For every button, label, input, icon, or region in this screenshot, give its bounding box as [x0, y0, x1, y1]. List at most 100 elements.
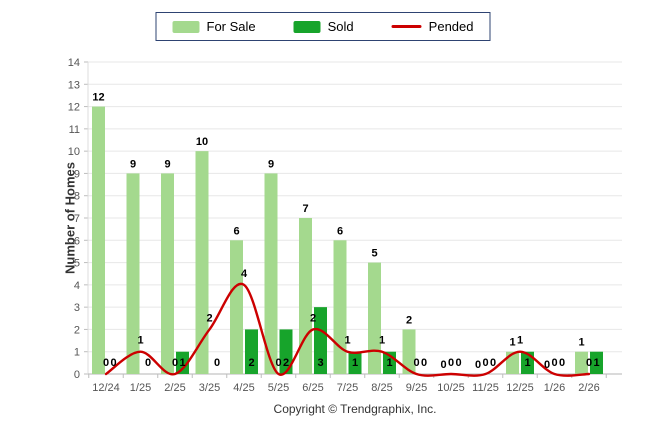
for-sale-value-label: 0	[475, 359, 481, 371]
y-tick-label: 7	[74, 213, 80, 225]
x-tick-label: 10/25	[437, 382, 465, 394]
pended-value-label: 0	[551, 357, 557, 369]
y-tick-label: 9	[74, 168, 80, 180]
for-sale-value-label: 9	[164, 158, 170, 170]
y-tick-label: 12	[68, 102, 80, 114]
sold-value-label: 0	[490, 357, 496, 369]
y-tick-label: 14	[68, 57, 80, 69]
x-tick-label: 6/25	[302, 382, 323, 394]
sold-swatch-icon	[293, 20, 321, 33]
y-tick-label: 5	[74, 258, 80, 270]
x-tick-label: 3/25	[199, 382, 220, 394]
sold-value-label: 2	[283, 357, 289, 369]
sold-value-label: 1	[352, 357, 358, 369]
bar-sold	[348, 351, 362, 374]
legend-label-for-sale: For Sale	[206, 19, 256, 34]
for-sale-value-label: 12	[92, 92, 104, 104]
pended-value-label: 0	[448, 357, 454, 369]
y-tick-label: 8	[74, 191, 80, 203]
x-tick-label: 2/25	[164, 382, 185, 394]
y-tick-label: 1	[74, 347, 80, 359]
sold-value-label: 3	[317, 357, 323, 369]
legend: For Sale Sold Pended	[155, 12, 491, 41]
bar-for-sale	[92, 106, 105, 375]
sold-value-label: 2	[248, 357, 254, 369]
sold-value-label: 0	[110, 357, 116, 369]
bar-for-sale	[126, 173, 140, 374]
legend-item-for-sale: For Sale	[172, 19, 256, 34]
for-sale-value-label: 10	[196, 136, 208, 148]
y-tick-label: 10	[68, 146, 80, 158]
copyright-text: Copyright © Trendgraphix, Inc.	[273, 402, 437, 416]
x-tick-label: 1/25	[130, 382, 151, 394]
sold-value-label: 0	[421, 357, 427, 369]
legend-item-pended: Pended	[391, 19, 474, 34]
pended-value-label: 0	[586, 357, 592, 369]
pended-value-label: 0	[172, 357, 178, 369]
for-sale-value-label: 6	[233, 225, 239, 237]
for-sale-value-label: 9	[268, 158, 274, 170]
for-sale-swatch-icon	[172, 20, 200, 33]
sold-value-label: 1	[593, 357, 599, 369]
bar-sold	[245, 329, 258, 374]
for-sale-value-label: 9	[130, 158, 136, 170]
for-sale-value-label: 6	[337, 225, 343, 237]
for-sale-value-label: 1	[509, 337, 515, 349]
bar-sold	[176, 351, 189, 374]
x-tick-label: 8/25	[371, 382, 392, 394]
bar-sold	[590, 351, 603, 374]
for-sale-value-label: 0	[440, 359, 446, 371]
pended-value-label: 0	[482, 357, 488, 369]
bar-for-sale	[264, 173, 278, 374]
legend-item-sold: Sold	[293, 19, 354, 34]
y-tick-label: 11	[69, 124, 80, 136]
pended-line-icon	[391, 25, 422, 28]
sold-value-label: 1	[179, 357, 185, 369]
pended-value-label: 2	[206, 312, 212, 324]
x-tick-label: 4/25	[233, 382, 254, 394]
x-tick-label: 12/24	[92, 382, 120, 394]
x-tick-label: 11/25	[472, 382, 499, 394]
for-sale-value-label: 1	[578, 337, 584, 349]
pended-line	[104, 282, 591, 377]
bar-for-sale	[575, 351, 588, 374]
bar-for-sale	[299, 218, 312, 374]
sold-value-label: 0	[455, 357, 461, 369]
y-tick-label: 13	[68, 79, 80, 91]
sold-value-label: 0	[214, 357, 220, 369]
x-tick-label: 12/25	[506, 382, 534, 394]
sold-value-label: 1	[386, 357, 392, 369]
pended-value-label: 1	[517, 335, 523, 347]
x-tick-label: 5/25	[268, 382, 289, 394]
y-tick-label: 4	[74, 280, 80, 292]
for-sale-value-label: 5	[371, 248, 377, 260]
pended-value-label: 4	[241, 268, 248, 280]
bar-for-sale	[195, 151, 209, 374]
y-tick-label: 2	[74, 324, 80, 336]
bar-for-sale	[333, 240, 347, 374]
pended-value-label: 0	[103, 357, 109, 369]
sold-value-label: 1	[524, 357, 530, 369]
x-tick-label: 1/26	[544, 382, 565, 394]
for-sale-value-label: 0	[544, 359, 550, 371]
legend-label-sold: Sold	[327, 19, 354, 34]
pended-value-label: 1	[137, 335, 143, 347]
x-tick-label: 2/26	[578, 382, 599, 394]
for-sale-value-label: 2	[406, 314, 412, 326]
bar-for-sale	[368, 262, 381, 374]
pended-value-label: 0	[275, 357, 281, 369]
y-tick-label: 0	[74, 369, 80, 381]
bar-for-sale	[230, 240, 243, 374]
x-tick-label: 9/25	[406, 382, 427, 394]
y-tick-label: 3	[74, 302, 80, 314]
sold-value-label: 0	[559, 357, 565, 369]
bar-sold	[279, 329, 293, 374]
x-tick-label: 7/25	[337, 382, 358, 394]
bar-for-sale	[161, 173, 174, 374]
sold-value-label: 0	[145, 357, 151, 369]
pended-value-label: 1	[379, 335, 385, 347]
pended-value-label: 0	[413, 357, 419, 369]
y-tick-label: 6	[74, 235, 80, 247]
